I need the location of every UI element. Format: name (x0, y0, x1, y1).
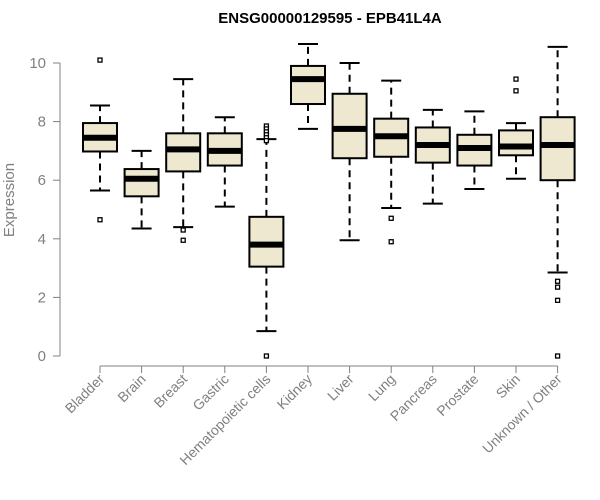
outlier-point (513, 88, 519, 94)
x-tick-label: Unknown / Other (479, 371, 565, 457)
box-group-skin (498, 76, 534, 180)
outlier-point (263, 353, 270, 359)
x-tick-label: Brain (114, 371, 148, 405)
y-tick-label: 2 (38, 289, 46, 306)
box-group-brain (123, 149, 160, 230)
outlier-point (263, 137, 270, 144)
outlier-point (513, 76, 519, 82)
x-tick-label: Bladder (62, 371, 108, 417)
boxes-layer (82, 42, 576, 359)
x-tick-label: Prostate (433, 371, 481, 419)
y-tick-label: 8 (38, 114, 46, 131)
outlier-point (180, 237, 186, 243)
x-tick-label: Breast (150, 371, 190, 411)
outlier-point (388, 239, 394, 245)
iqr-box (539, 116, 576, 182)
outlier-point (97, 57, 103, 63)
x-tick-label: Liver (324, 371, 357, 404)
outlier-point (554, 284, 561, 290)
outlier-point (388, 215, 394, 221)
y-axis: 0 2 4 6 8 10 (29, 55, 558, 367)
y-tick-label: 0 (38, 348, 46, 365)
box-group-bladder (82, 57, 118, 223)
outlier-point (554, 297, 561, 303)
box-group-kidney (290, 42, 326, 130)
outlier-point (554, 278, 561, 284)
box-group-pancreas (414, 108, 451, 205)
iqr-box (498, 129, 534, 157)
box-group-liver (331, 62, 368, 242)
y-axis-label: Expression (1, 163, 18, 237)
y-tick-label: 4 (38, 231, 46, 248)
box-group-breast (165, 78, 202, 243)
box-group-unknown-other (539, 45, 576, 359)
x-tick-label: Skin (493, 371, 524, 402)
x-tick-label: Lung (365, 371, 398, 404)
chart-title: ENSG00000129595 - EPB41L4A (218, 10, 442, 27)
outlier-point (180, 227, 186, 233)
outlier-point (97, 217, 103, 223)
box-group-hematopoietic-cells (248, 123, 285, 359)
y-tick-label: 6 (38, 172, 46, 189)
y-tick-label: 10 (29, 55, 46, 72)
iqr-box (123, 168, 160, 198)
outlier-point (554, 353, 561, 359)
x-tick-label: Kidney (274, 371, 316, 413)
box-group-gastric (206, 116, 243, 208)
box-group-prostate (456, 110, 493, 190)
box-group-lung (373, 79, 410, 245)
iqr-box (290, 64, 326, 106)
